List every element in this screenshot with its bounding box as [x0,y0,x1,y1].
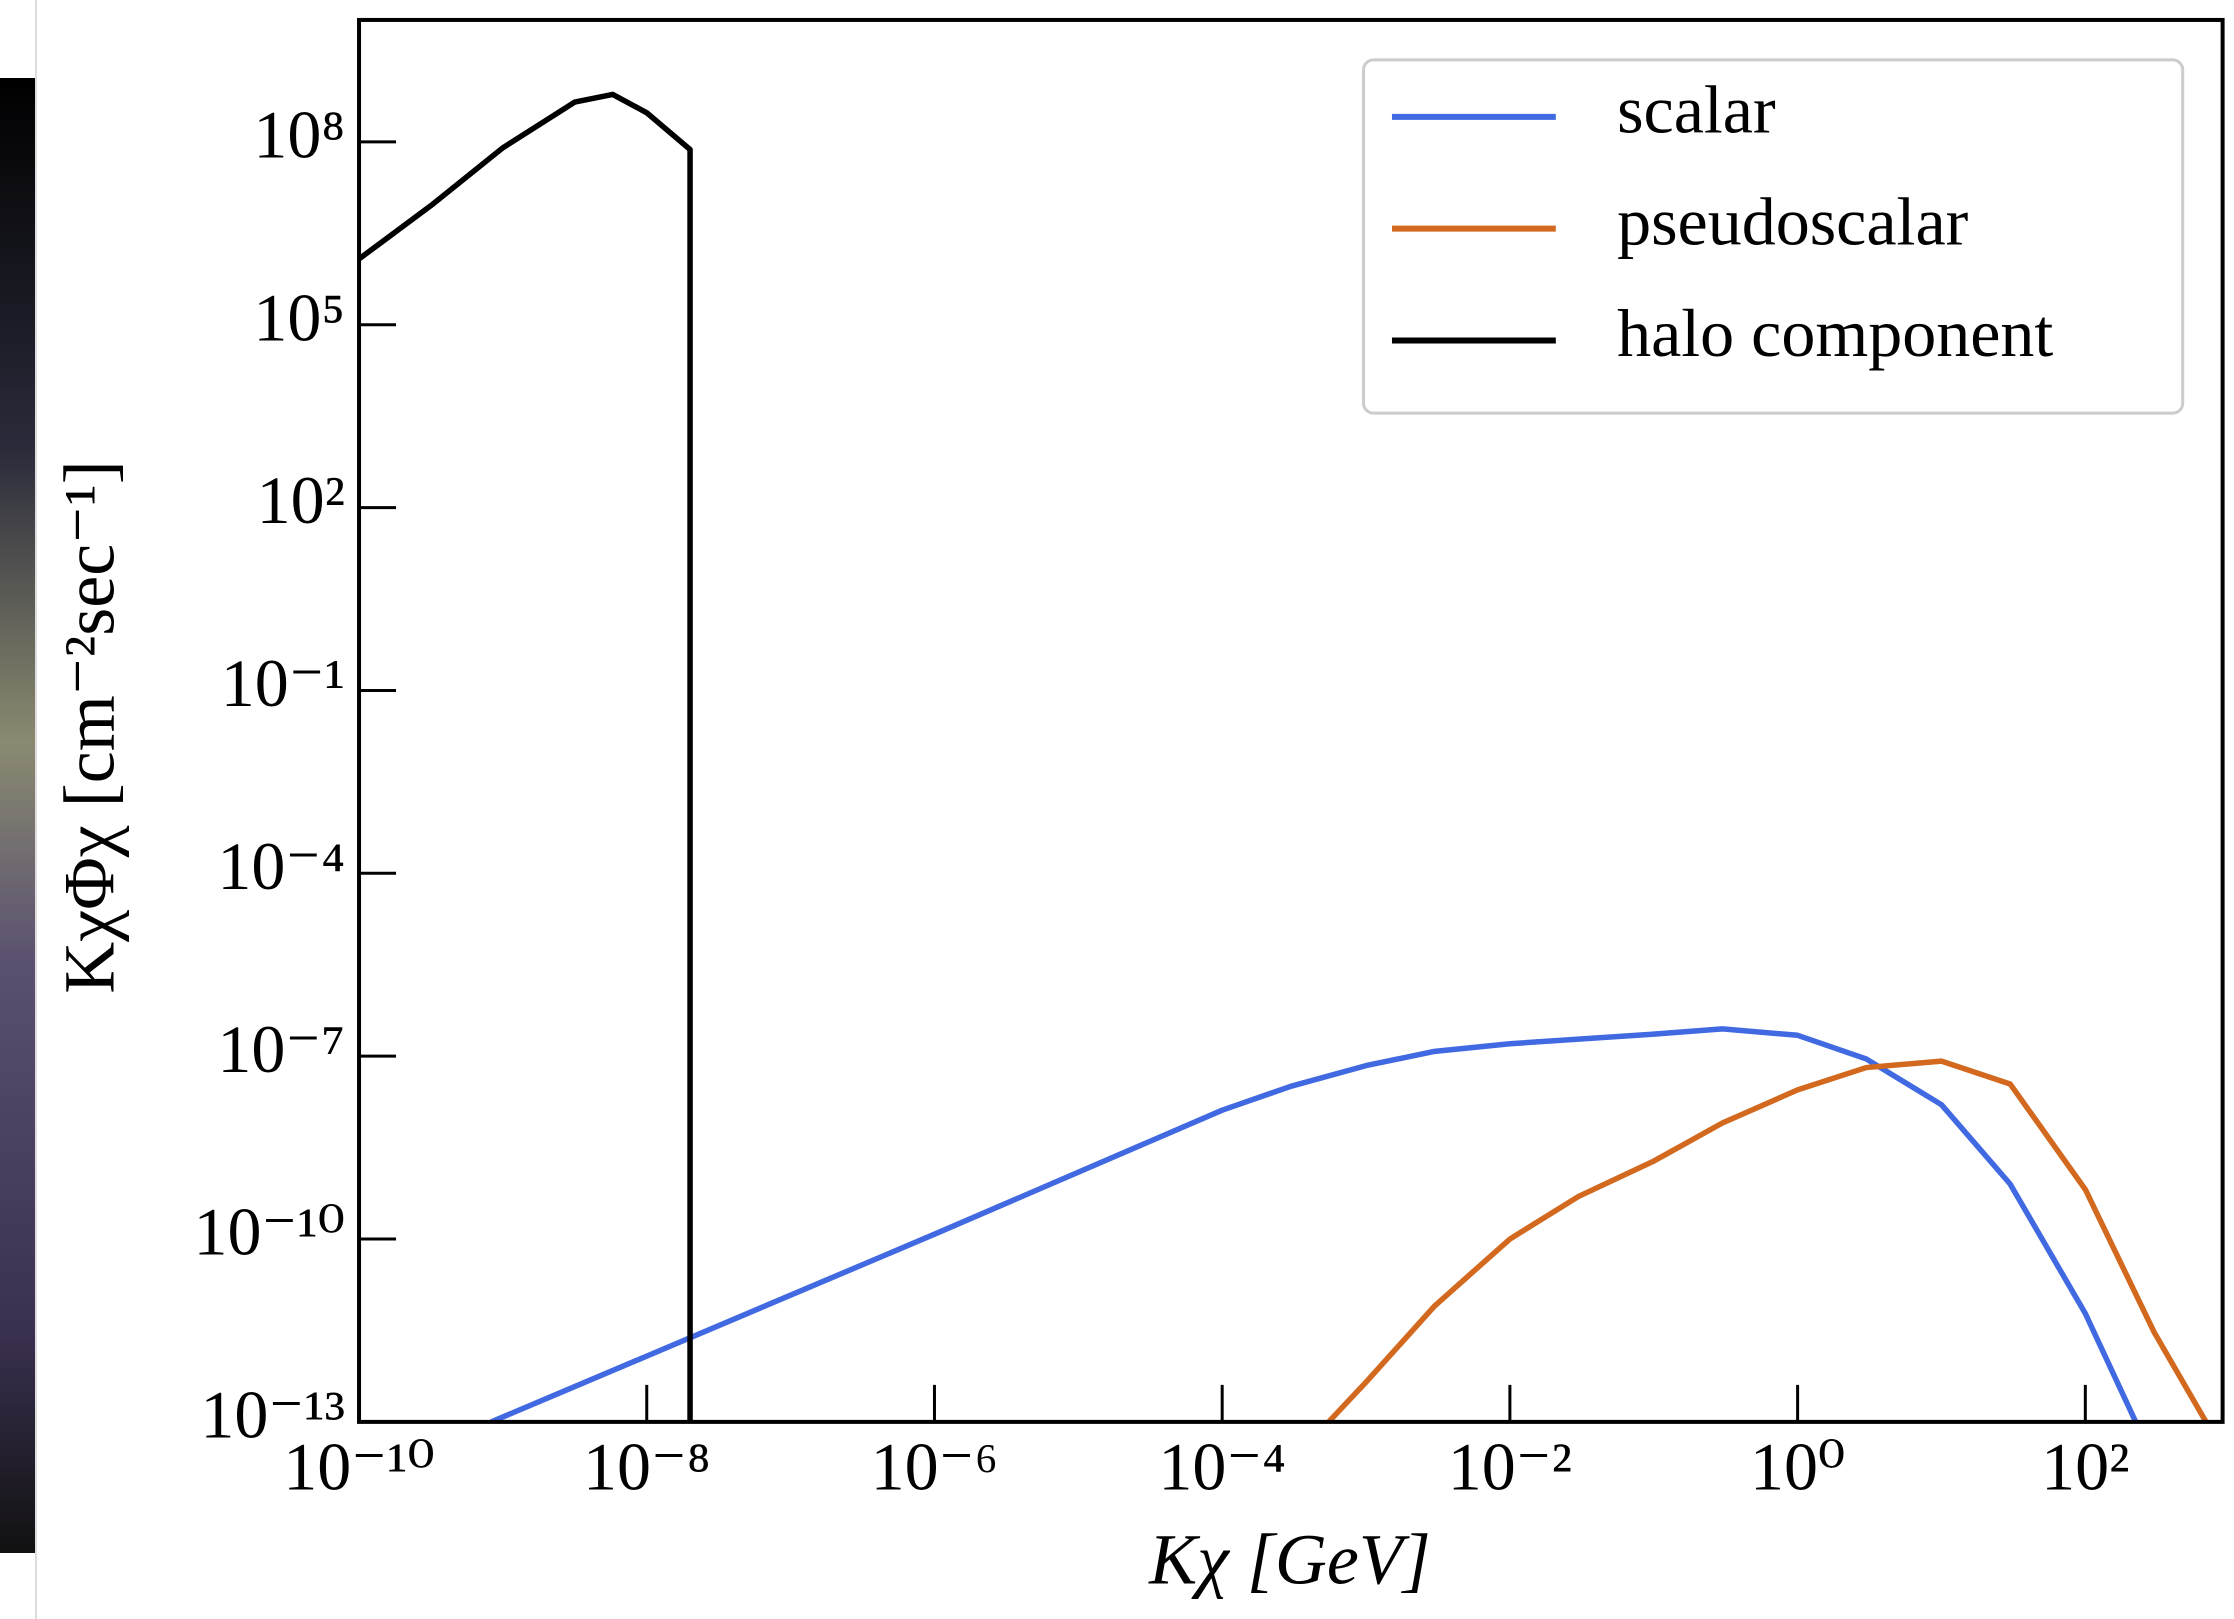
x-tick-label: 10⁻⁶ [871,1429,999,1505]
series-line [1326,1058,2209,1423]
x-tick-label: 10⁰ [1750,1429,1845,1505]
legend-label: scalar [1617,71,1776,147]
y-tick-label: 10² [257,462,345,538]
legend-label: halo component [1617,295,2053,371]
y-tick-label: 10⁸ [253,96,345,172]
plot-frame [357,17,2225,1424]
y-tick-label: 10⁻¹ [221,645,345,721]
y-axis-label: KχΦχ [cm⁻²sec⁻¹] [50,460,130,994]
x-tick-label: 10² [2041,1429,2129,1505]
y-tick-label: 10⁻⁷ [217,1011,345,1087]
y-tick-label: 10⁵ [253,279,345,355]
series-line [490,1026,2139,1423]
x-tick-label: 10⁻⁴ [1158,1429,1286,1505]
y-tick-label: 10⁻¹⁰ [193,1194,345,1270]
y-tick-label: 10⁻¹³ [200,1377,345,1453]
x-tick-label: 10⁻¹⁰ [283,1429,435,1505]
x-axis-label: Kχ [GeV] [1148,1520,1431,1600]
background-strip [0,78,36,1553]
legend-box [1361,58,2185,415]
x-tick-label: 10⁻² [1448,1429,1572,1505]
series-line [359,91,693,1422]
x-tick-label: 10⁻⁸ [583,1429,711,1505]
plot-lines [359,91,2209,1423]
y-tick-label: 10⁻⁴ [217,828,345,904]
legend-label: pseudoscalar [1617,183,1969,259]
